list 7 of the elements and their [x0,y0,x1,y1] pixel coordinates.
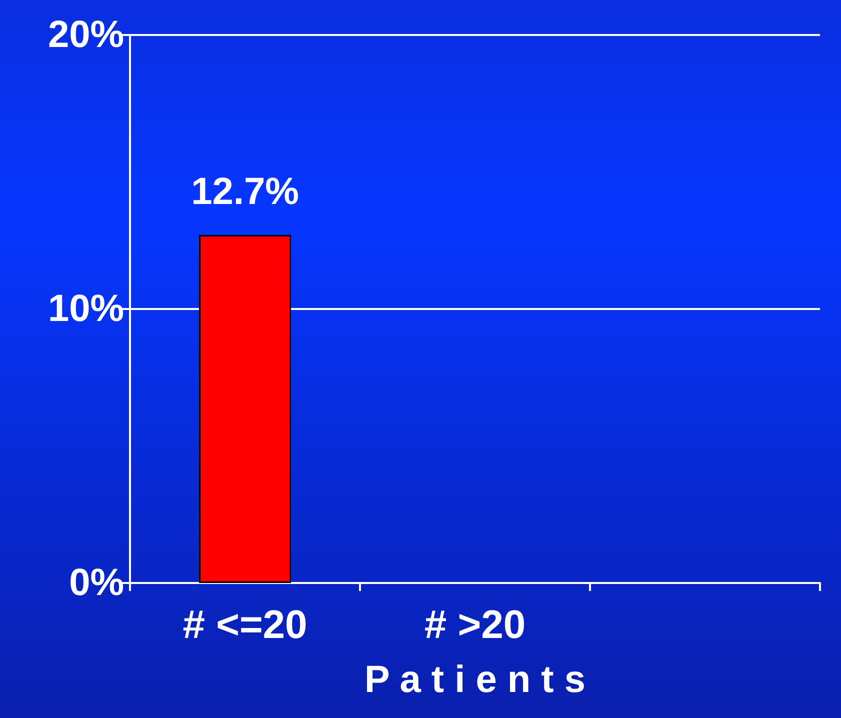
x-tick-label: # <=20 [182,603,308,647]
x-axis-title: P a t i e n t s [364,659,586,701]
y-tick-label: 0% [69,562,124,604]
y-tick-label: 10% [48,288,124,330]
x-tick-label: # >20 [424,603,526,647]
data-label: 12.7% [191,171,299,214]
y-tick-label: 20% [48,14,124,56]
